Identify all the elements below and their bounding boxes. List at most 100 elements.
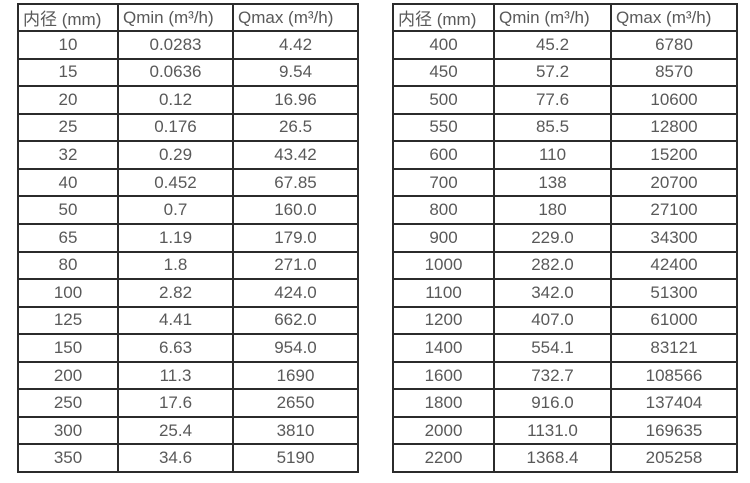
qmax-cell: 169635 [610,415,738,446]
table-row: 1000 282.0 42400 [392,250,738,281]
qmin-cell: 554.1 [493,333,612,363]
flow-rate-table-large-diameters: 内径 (mm) Qmin (m³/h) Qmax (m³/h) 400 45.2 6… [392,3,738,473]
qmax-cell: 108566 [610,360,738,391]
diameter-cell: 100 [17,278,119,308]
table-row: 550 85.5 12800 [392,112,738,143]
diameter-cell: 25 [17,112,119,143]
qmax-cell: 662.0 [232,305,359,336]
table-row: 250 17.6 2650 [17,388,359,418]
diameter-cell: 2200 [392,443,495,473]
table-row: 700 138 20700 [392,167,738,198]
qmin-cell: 0.452 [117,167,234,198]
table-row: 20 0.12 16.96 [17,85,359,115]
qmax-cell: 137404 [610,388,738,418]
diameter-cell: 400 [392,30,495,60]
qmax-cell: 16.96 [232,85,359,115]
diameter-cell: 1100 [392,278,495,308]
qmax-cell: 179.0 [232,222,359,253]
qmin-cell: 17.6 [117,388,234,418]
qmin-cell: 0.7 [117,195,234,225]
table-row: 150 6.63 954.0 [17,333,359,363]
qmax-cell: 424.0 [232,278,359,308]
diameter-cell: 350 [17,443,119,473]
qmax-cell: 10600 [610,85,738,115]
diameter-cell: 800 [392,195,495,225]
qmin-cell: 45.2 [493,30,612,60]
qmax-cell: 4.42 [232,30,359,60]
qmax-cell: 271.0 [232,250,359,281]
qmin-cell: 4.41 [117,305,234,336]
qmax-cell: 1690 [232,360,359,391]
qmax-cell: 15200 [610,140,738,170]
qmin-cell: 0.176 [117,112,234,143]
col-header-qmin: Qmin (m³/h) [117,3,234,32]
qmin-cell: 732.7 [493,360,612,391]
qmin-cell: 34.6 [117,443,234,473]
qmin-cell: 0.12 [117,85,234,115]
flow-rate-tables: 内径 (mm) Qmin (m³/h) Qmax (m³/h) 10 0.0283… [17,3,738,473]
diameter-cell: 125 [17,305,119,336]
qmax-cell: 20700 [610,167,738,198]
qmax-cell: 5190 [232,443,359,473]
qmax-cell: 51300 [610,278,738,308]
table-row: 1800 916.0 137404 [392,388,738,418]
qmin-cell: 138 [493,167,612,198]
header-row: 内径 (mm) Qmin (m³/h) Qmax (m³/h) [392,3,738,32]
diameter-cell: 200 [17,360,119,391]
table-row: 200 11.3 1690 [17,360,359,391]
diameter-cell: 50 [17,195,119,225]
diameter-cell: 1400 [392,333,495,363]
qmin-cell: 85.5 [493,112,612,143]
table-row: 80 1.8 271.0 [17,250,359,281]
qmax-cell: 61000 [610,305,738,336]
qmax-cell: 43.42 [232,140,359,170]
diameter-cell: 10 [17,30,119,60]
qmax-cell: 26.5 [232,112,359,143]
diameter-cell: 450 [392,57,495,88]
qmax-cell: 6780 [610,30,738,60]
diameter-cell: 500 [392,85,495,115]
qmax-cell: 42400 [610,250,738,281]
diameter-cell: 550 [392,112,495,143]
qmax-cell: 3810 [232,415,359,446]
diameter-cell: 1600 [392,360,495,391]
col-header-qmax: Qmax (m³/h) [232,3,359,32]
header-row: 内径 (mm) Qmin (m³/h) Qmax (m³/h) [17,3,359,32]
table-row: 300 25.4 3810 [17,415,359,446]
diameter-cell: 65 [17,222,119,253]
qmin-cell: 25.4 [117,415,234,446]
table-row: 50 0.7 160.0 [17,195,359,225]
qmin-cell: 180 [493,195,612,225]
table-row: 600 110 15200 [392,140,738,170]
diameter-cell: 700 [392,167,495,198]
flow-rate-table-small-diameters: 内径 (mm) Qmin (m³/h) Qmax (m³/h) 10 0.0283… [17,3,359,473]
col-header-diameter: 内径 (mm) [17,3,119,32]
qmin-cell: 229.0 [493,222,612,253]
table-row: 350 34.6 5190 [17,443,359,473]
qmax-cell: 9.54 [232,57,359,88]
qmin-cell: 1368.4 [493,443,612,473]
table-row: 65 1.19 179.0 [17,222,359,253]
col-header-diameter: 内径 (mm) [392,3,495,32]
diameter-cell: 40 [17,167,119,198]
qmax-cell: 2650 [232,388,359,418]
qmax-cell: 34300 [610,222,738,253]
qmin-cell: 57.2 [493,57,612,88]
qmin-cell: 11.3 [117,360,234,391]
diameter-cell: 300 [17,415,119,446]
diameter-cell: 1800 [392,388,495,418]
diameter-cell: 2000 [392,415,495,446]
col-header-qmax: Qmax (m³/h) [610,3,738,32]
table-row: 100 2.82 424.0 [17,278,359,308]
qmin-cell: 407.0 [493,305,612,336]
qmax-cell: 954.0 [232,333,359,363]
table-row: 1400 554.1 83121 [392,333,738,363]
diameter-cell: 250 [17,388,119,418]
diameter-cell: 80 [17,250,119,281]
qmin-cell: 110 [493,140,612,170]
table-row: 400 45.2 6780 [392,30,738,60]
qmin-cell: 0.0283 [117,30,234,60]
qmin-cell: 1131.0 [493,415,612,446]
qmin-cell: 6.63 [117,333,234,363]
table-row: 800 180 27100 [392,195,738,225]
